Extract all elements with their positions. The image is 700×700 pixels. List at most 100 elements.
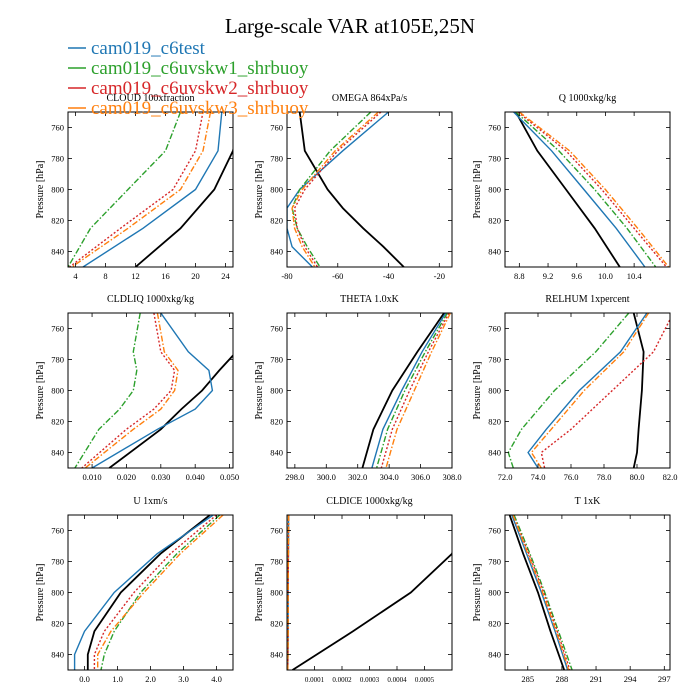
panel-3: Q 1000xkg/kg 760 780 800 820 840 8.8 9.2 9.6 10.0…	[472, 93, 671, 281]
series-group	[73, 515, 224, 670]
series-group	[361, 313, 452, 468]
plot-frame	[67, 111, 234, 268]
plot-frame	[286, 111, 453, 268]
panel-title: U 1xm/s	[133, 496, 167, 507]
y-tick-label: 760	[270, 123, 283, 133]
x-tick-label: -80	[281, 271, 292, 281]
plot-frame	[504, 312, 671, 469]
y-tick-label: 820	[270, 216, 283, 226]
y-tick-label: 760	[51, 324, 64, 334]
x-tick-label: 9.6	[571, 271, 582, 281]
series-line-cam019_c6uvskw3_shrbuoy	[385, 313, 452, 468]
panel-1: CLOUD 100xfraction 760 780 800 820 840 4 8 12 16 2…	[35, 93, 234, 281]
x-tick-label: 2.0	[145, 674, 156, 684]
series-line-black	[515, 112, 621, 267]
series-line-cam019_c6test	[82, 112, 223, 267]
plot-frame	[504, 111, 671, 268]
panel-7: U 1xm/s 760 780 800 820 840 0.0 1.0 2.0 3.0 4.0 Pre…	[35, 496, 234, 684]
x-tick-label: 0.0001	[305, 676, 325, 684]
series-line-black	[292, 550, 452, 670]
x-tick-label: 0.030	[151, 472, 170, 482]
series-group	[513, 112, 670, 267]
y-tick-label: 760	[51, 526, 64, 536]
series-line-cam019_c6uvskw3_shrbuoy	[84, 313, 179, 468]
x-tick-label: 0.0005	[415, 676, 435, 684]
y-tick-label: 760	[488, 123, 501, 133]
y-axis-label: Pressure [hPa]	[472, 160, 483, 218]
x-tick-label: 0.020	[117, 472, 136, 482]
legend: cam019_c6testcam019_c6uvskw1_shrbuoycam0…	[68, 38, 309, 119]
legend-entry: cam019_c6uvskw3_shrbuoy	[91, 98, 309, 119]
y-tick-label: 840	[488, 247, 501, 257]
series-line-cam019_c6uvskw1_shrbuoy	[74, 313, 141, 468]
series-line-cam019_c6uvskw2_shrbuoy	[517, 112, 667, 267]
series-line-cam019_c6uvskw2_shrbuoy	[69, 112, 204, 267]
series-line-cam019_c6uvskw3_shrbuoy	[530, 313, 650, 468]
series-line-cam019_c6test	[511, 515, 569, 670]
y-tick-label: 780	[51, 557, 64, 567]
y-tick-label: 820	[270, 417, 283, 427]
panel-title: CLDLIQ 1000xkg/kg	[107, 294, 194, 305]
panel-4: CLDLIQ 1000xkg/kg 760 780 800 820 840 0.010 0.0…	[35, 294, 239, 482]
panel-title: T 1xK	[575, 496, 601, 507]
series-line-cam019_c6uvskw1_shrbuoy	[291, 112, 372, 267]
series-group	[287, 515, 452, 670]
y-tick-label: 800	[488, 386, 501, 396]
x-tick-label: 302.0	[348, 472, 367, 482]
series-line-cam019_c6uvskw3_shrbuoy	[291, 112, 379, 267]
plot-frame	[67, 514, 234, 671]
x-tick-label: 304.0	[380, 472, 399, 482]
x-tick-label: 1.0	[112, 674, 123, 684]
x-tick-label: 12	[131, 271, 140, 281]
y-tick-label: 760	[270, 526, 283, 536]
x-tick-label: 72.0	[498, 472, 513, 482]
y-tick-label: 820	[488, 619, 501, 629]
panel-title: RELHUM 1xpercent	[545, 294, 629, 305]
x-tick-label: 4.0	[211, 674, 222, 684]
y-tick-label: 780	[488, 154, 501, 164]
x-tick-label: 294	[624, 674, 638, 684]
series-line-cam019_c6test	[513, 112, 646, 267]
y-axis-label: Pressure [hPa]	[35, 563, 46, 621]
y-tick-label: 800	[51, 588, 64, 598]
panels: CLOUD 100xfraction 760 780 800 820 840 4 8 12 16 2…	[35, 93, 677, 684]
plot-frame	[504, 514, 671, 671]
y-tick-label: 760	[51, 123, 64, 133]
y-tick-label: 760	[488, 526, 501, 536]
y-tick-label: 780	[270, 557, 283, 567]
x-tick-label: 297	[658, 674, 671, 684]
panel-title: CLDICE 1000xkg/kg	[326, 496, 412, 507]
series-line-black	[508, 515, 566, 670]
series-line-cam019_c6uvskw3_shrbuoy	[512, 515, 570, 670]
series-line-black	[86, 515, 211, 670]
series-line-black	[632, 313, 645, 468]
x-tick-label: 0.0	[79, 674, 90, 684]
plot-frame	[286, 514, 453, 671]
x-tick-label: 24	[221, 271, 230, 281]
y-tick-label: 780	[488, 557, 501, 567]
y-tick-label: 840	[488, 448, 501, 458]
x-tick-label: 285	[521, 674, 534, 684]
figure-title: Large-scale VAR at105E,25N	[225, 14, 475, 38]
x-tick-label: 0.0004	[387, 676, 407, 684]
series-group	[508, 515, 573, 670]
x-tick-label: 8.8	[514, 271, 525, 281]
y-tick-label: 820	[488, 417, 501, 427]
y-tick-label: 780	[51, 355, 64, 365]
y-tick-label: 760	[270, 324, 283, 334]
x-tick-label: -20	[434, 271, 445, 281]
y-axis-label: Pressure [hPa]	[254, 361, 265, 419]
y-tick-label: 820	[270, 619, 283, 629]
x-tick-label: 9.2	[543, 271, 554, 281]
x-tick-label: 82.0	[663, 472, 678, 482]
y-tick-label: 820	[51, 619, 64, 629]
y-tick-label: 800	[51, 185, 64, 195]
y-axis-label: Pressure [hPa]	[254, 160, 265, 218]
x-tick-label: 0.0002	[332, 676, 352, 684]
series-line-cam019_c6uvskw1_shrbuoy	[507, 313, 630, 468]
series-line-cam019_c6uvskw1_shrbuoy	[100, 515, 221, 670]
series-line-cam019_c6uvskw2_shrbuoy	[380, 313, 450, 468]
x-tick-label: 80.0	[630, 472, 645, 482]
plot-frame	[67, 312, 234, 469]
